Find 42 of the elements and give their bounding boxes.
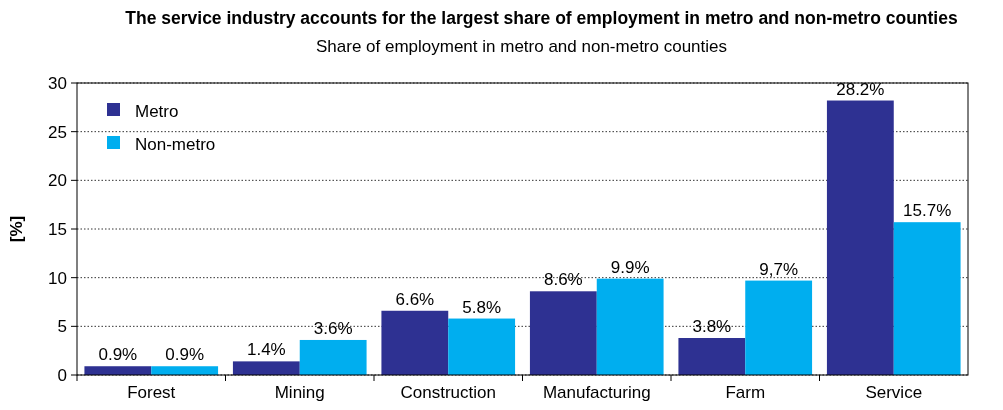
- bar: [745, 280, 813, 375]
- bar: [678, 338, 746, 375]
- data-label: 8.6%: [543, 270, 583, 290]
- legend-label: Metro: [135, 101, 179, 121]
- bar: [596, 278, 664, 375]
- bar: [826, 100, 894, 375]
- y-tick-label: 15: [48, 219, 67, 239]
- x-tick-label: Mining: [274, 383, 325, 402]
- data-label: 15.7%: [903, 201, 952, 221]
- data-label: 0.9%: [165, 345, 205, 365]
- bar: [529, 291, 597, 375]
- chart-subtitle: Share of employment in metro and non-metro counties: [315, 37, 728, 56]
- data-label: 28.2%: [836, 79, 885, 99]
- bar: [381, 310, 449, 375]
- y-tick-label: 20: [48, 171, 67, 191]
- bar: [448, 318, 516, 375]
- bar: [893, 222, 961, 375]
- x-tick-label: Farm: [725, 383, 766, 402]
- bar: [299, 339, 367, 375]
- bar: [232, 361, 300, 375]
- data-label: 1.4%: [246, 340, 286, 360]
- data-label: 6.6%: [395, 289, 435, 309]
- y-tick-label: 5: [57, 317, 67, 337]
- y-tick-label: 10: [48, 268, 67, 288]
- x-tick-label: Forest: [127, 383, 176, 402]
- y-axis-title: [%]: [7, 215, 26, 243]
- legend-label: Non-metro: [135, 134, 216, 154]
- y-tick-label: 30: [48, 73, 67, 93]
- data-label: 9,7%: [759, 259, 799, 279]
- x-tick-label: Construction: [400, 383, 496, 402]
- data-label: 0.9%: [98, 345, 138, 365]
- data-label: 9.9%: [610, 257, 650, 277]
- x-tick-label: Manufacturing: [542, 383, 651, 402]
- x-tick-label: Service: [865, 383, 923, 402]
- bar: [151, 366, 219, 375]
- bar: [84, 366, 152, 375]
- data-label: 3.6%: [313, 318, 353, 338]
- data-label: 3.8%: [692, 317, 732, 337]
- y-tick-label: 25: [48, 122, 67, 142]
- chart-title: The service industry accounts for the largest share of employment in metro and non-metro counties: [125, 8, 958, 28]
- y-tick-label: 0: [57, 365, 67, 385]
- data-label: 5.8%: [462, 297, 502, 317]
